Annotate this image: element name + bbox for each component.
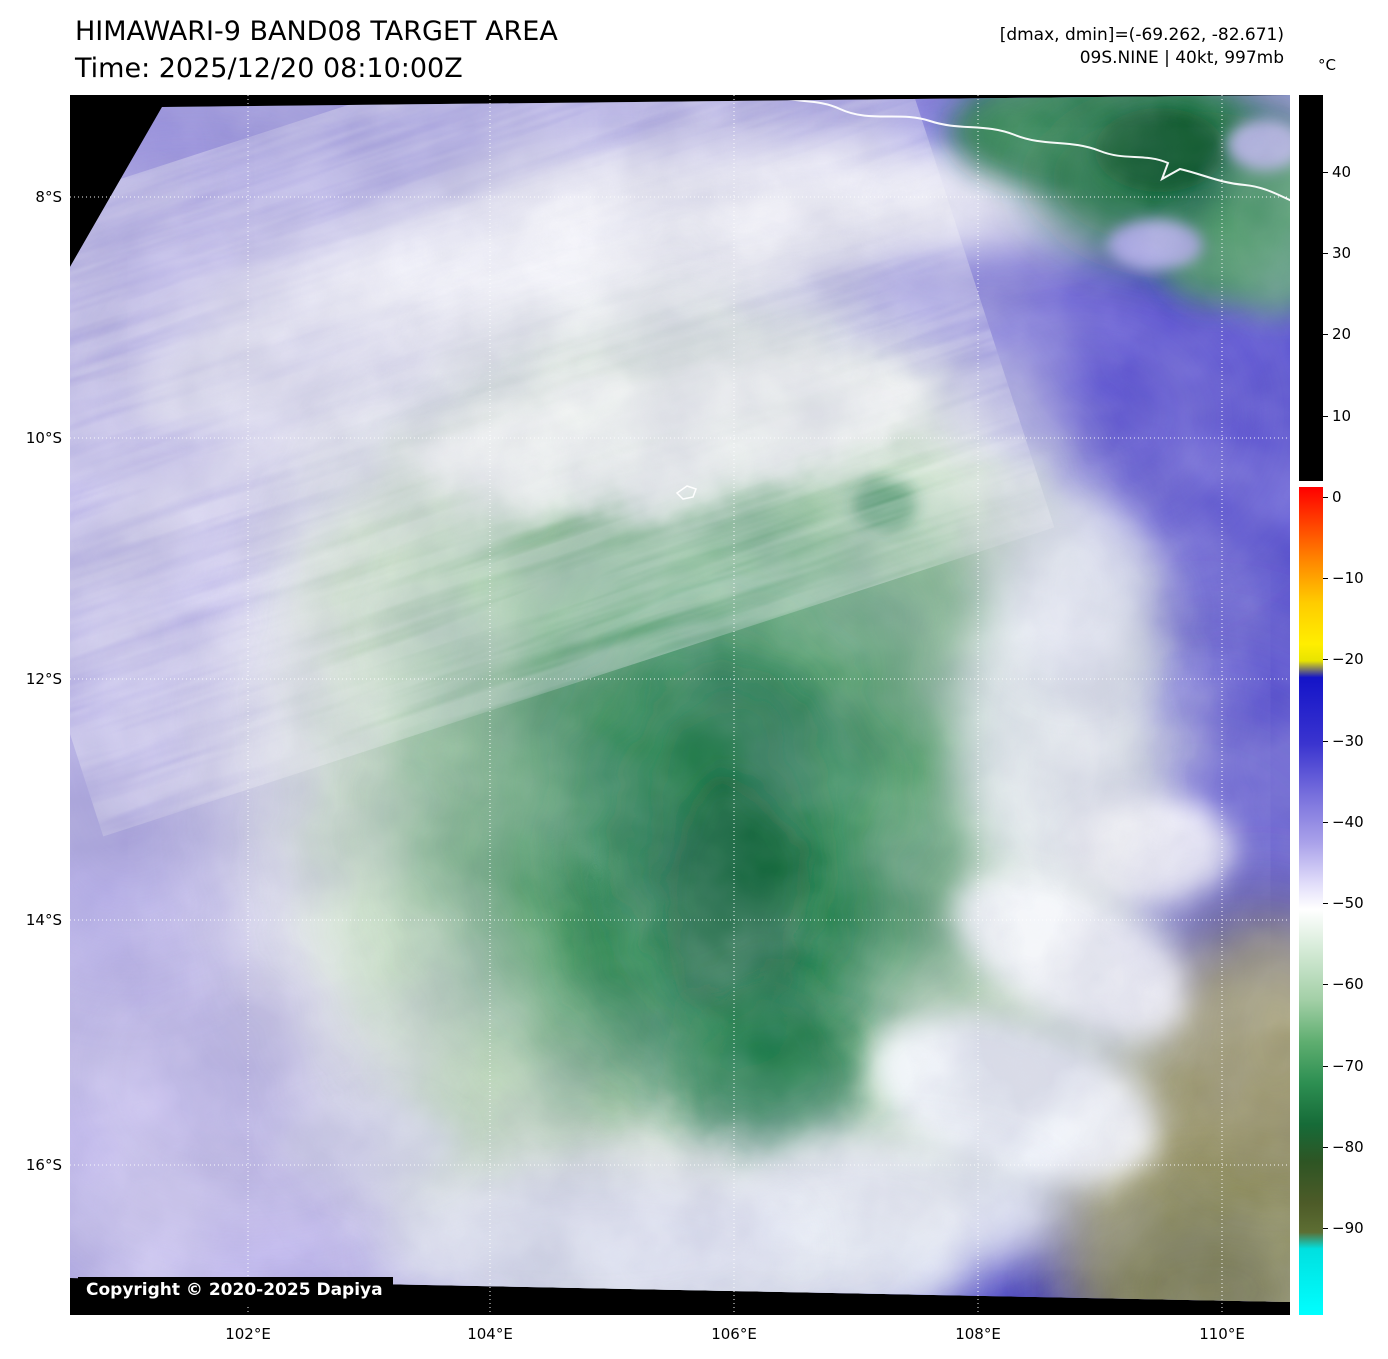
copyright-label: Copyright © 2020-2025 Dapiya (78, 1277, 393, 1306)
colorbar-tick-m80: −80 (1332, 1138, 1364, 1156)
colorbar-tickmark (1323, 903, 1328, 904)
colorbar-tick-10: 10 (1332, 407, 1352, 425)
island-outline (675, 485, 697, 500)
figure-time: Time: 2025/12/20 08:10:00Z (75, 53, 463, 84)
cloud-mottle-dark (70, 95, 1290, 1302)
colorbar-tickmark (1323, 334, 1328, 335)
y-tick-label-14s: 14°S (25, 911, 62, 929)
dmax-dmin-label: [dmax, dmin]=(-69.262, -82.671) (999, 25, 1284, 45)
colorbar-tickmark (1323, 253, 1328, 254)
colorbar-tickmark (1323, 1147, 1328, 1148)
y-tick-label-12s: 12°S (25, 670, 62, 688)
colorbar-tickmark (1323, 984, 1328, 985)
x-tick-label-102e: 102°E (225, 1325, 271, 1343)
colorbar-tick-0: 0 (1332, 488, 1342, 506)
java-coastline (759, 95, 1290, 202)
satellite-image (70, 95, 1290, 1315)
colorbar-tick-m50: −50 (1332, 894, 1364, 912)
colorbar-tickmark (1323, 659, 1328, 660)
y-tick-label-16s: 16°S (25, 1156, 62, 1174)
scan-area (70, 95, 1290, 1302)
colorbar-tickmark (1323, 172, 1328, 173)
y-tick-label-10s: 10°S (25, 429, 62, 447)
colorbar-tick-m60: −60 (1332, 975, 1364, 993)
colorbar-tick-40: 40 (1332, 163, 1352, 181)
colorbar-tickmark (1323, 1066, 1328, 1067)
colorbar-tick-m40: −40 (1332, 813, 1364, 831)
colorbar-tick-20: 20 (1332, 325, 1352, 343)
colorbar-tick-m20: −20 (1332, 650, 1364, 668)
colorbar-tickmark (1323, 741, 1328, 742)
page-title: HIMAWARI-9 BAND08 TARGET AREA (75, 16, 558, 47)
colorbar-tick-m10: −10 (1332, 569, 1364, 587)
colorbar-gradient-segment (1299, 487, 1323, 1315)
colorbar-tick-m30: −30 (1332, 732, 1364, 750)
y-tick-label-8s: 8°S (35, 188, 62, 206)
satellite-map: Copyright © 2020-2025 Dapiya (70, 95, 1290, 1315)
colorbar-unit-label: °C (1318, 56, 1336, 74)
x-tick-label-106e: 106°E (711, 1325, 757, 1343)
colorbar-tick-m70: −70 (1332, 1057, 1364, 1075)
x-tick-label-108e: 108°E (955, 1325, 1001, 1343)
colorbar-tickmark (1323, 497, 1328, 498)
colorbar-tickmark (1323, 822, 1328, 823)
colorbar-tickmark (1323, 416, 1328, 417)
colorbar-tickmark (1323, 1228, 1328, 1229)
colorbar-tick-30: 30 (1332, 244, 1352, 262)
colorbar-tick-m90: −90 (1332, 1219, 1364, 1237)
colorbar-tickmark (1323, 578, 1328, 579)
storm-info-label: 09S.NINE | 40kt, 997mb (1079, 48, 1284, 68)
x-tick-label-110e: 110°E (1199, 1325, 1245, 1343)
stats-annotation: [dmax, dmin]=(-69.262, -82.671) 09S.NINE… (900, 24, 1284, 70)
colorbar-warm-segment (1299, 95, 1323, 481)
grid-lines (70, 95, 1290, 1315)
x-tick-label-104e: 104°E (467, 1325, 513, 1343)
